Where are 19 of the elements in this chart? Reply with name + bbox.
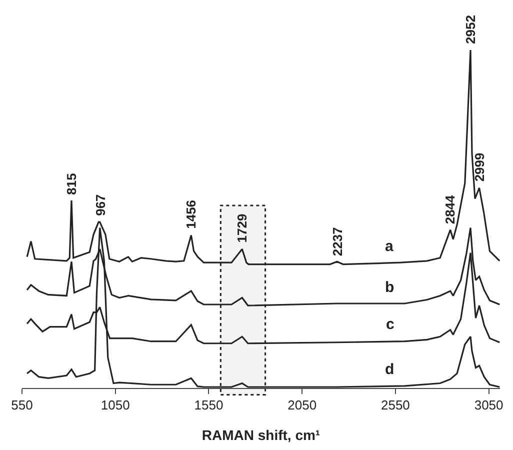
x-tick-label: 2050 — [288, 398, 317, 413]
annotation: 2237 — [330, 227, 345, 256]
series-label: b — [385, 279, 394, 296]
annotation: 1456 — [183, 200, 198, 229]
x-tick-label: 2550 — [380, 398, 410, 413]
series-label: d — [385, 361, 394, 378]
x-axis-title: RAMAN shift, cm¹ — [202, 426, 320, 443]
x-tick-label: 1050 — [100, 398, 130, 413]
series-label: a — [385, 238, 394, 255]
annotation: 2999 — [472, 152, 487, 182]
annotation: 2952 — [463, 15, 478, 44]
annotation: 815 — [64, 173, 80, 195]
x-tick-label: 3050 — [474, 398, 504, 413]
x-tick-label: 550 — [11, 398, 33, 413]
series-label: c — [386, 316, 394, 333]
annotation: 967 — [92, 194, 108, 216]
annotation: 2844 — [442, 194, 458, 224]
x-tick-label: 1550 — [194, 398, 224, 413]
annotation: 1729 — [234, 214, 250, 243]
